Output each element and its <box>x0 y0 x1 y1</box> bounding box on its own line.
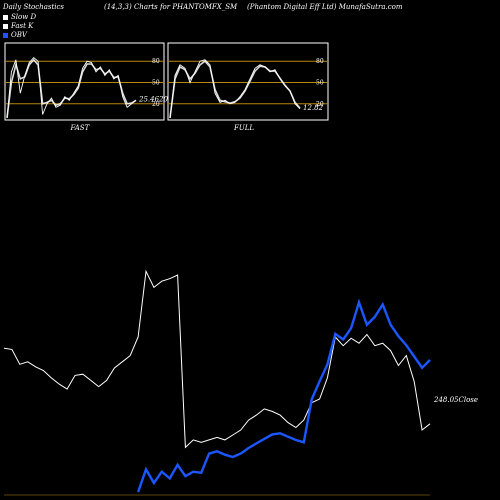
fast-level-label-50: 50 <box>152 80 160 87</box>
chart-header-right: (Phantom Digital Eff Ltd) MunafaSutra.co… <box>247 3 403 11</box>
legend-swatch-slow-d <box>3 14 8 20</box>
fast-value-label: 25.4620 <box>138 95 168 103</box>
obv-line <box>136 298 431 493</box>
full-level-label-80: 80 <box>316 58 324 65</box>
full-panel-title: FULL <box>233 124 254 132</box>
legend-swatch-obv <box>3 32 8 38</box>
legend-swatch-fast-k <box>3 23 8 29</box>
fast-series-slow-d <box>6 58 137 119</box>
full-panel-border <box>167 42 329 121</box>
fast-level-label-20: 20 <box>152 101 160 108</box>
legend-item-obv: OBV <box>3 31 27 39</box>
chart-header-center: (14,3,3) Charts for PHANTOMFX_SM <box>104 3 238 11</box>
fast-panel-title: FAST <box>70 124 91 132</box>
full-level-label-50: 50 <box>316 80 324 87</box>
full-series-fast-k <box>169 59 301 119</box>
fast-level-label-80: 80 <box>152 58 160 65</box>
legend-item-slow-d: Slow D <box>3 13 36 21</box>
close-price-line <box>3 269 431 449</box>
legend-label-obv: OBV <box>11 31 27 39</box>
fast-panel-border <box>4 42 165 121</box>
close-price-label: 248.05Close <box>433 396 478 404</box>
chart-header-left: Daily Stochastics <box>3 3 65 11</box>
legend-label-fast-k: Fast K <box>11 22 34 30</box>
legend-item-fast-k: Fast K <box>3 22 33 30</box>
fast-series-fast-k <box>6 56 137 119</box>
full-level-label-20: 20 <box>316 101 324 108</box>
legend-label-slow-d: Slow D <box>11 13 37 21</box>
full-value-label: 12.82 <box>303 104 324 112</box>
full-series-slow-d <box>169 60 301 119</box>
